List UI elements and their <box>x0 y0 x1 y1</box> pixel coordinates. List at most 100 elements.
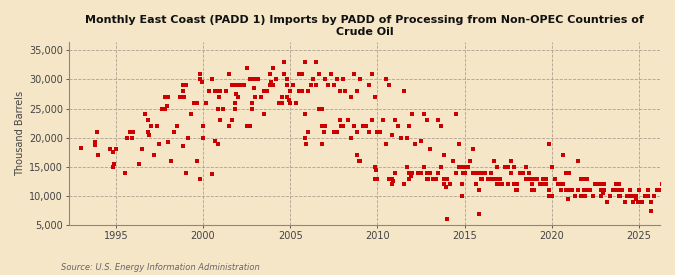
Point <box>474 188 485 192</box>
Point <box>334 118 345 122</box>
Point <box>465 159 476 163</box>
Point <box>439 182 450 186</box>
Point <box>564 170 574 175</box>
Point <box>247 101 258 105</box>
Point <box>458 170 468 175</box>
Point <box>189 101 200 105</box>
Point <box>398 182 409 186</box>
Point <box>459 165 470 169</box>
Point <box>157 106 167 111</box>
Point <box>387 133 398 137</box>
Point <box>107 150 118 155</box>
Point <box>639 194 650 198</box>
Point <box>144 133 155 137</box>
Point <box>335 124 346 128</box>
Point <box>329 130 340 134</box>
Point <box>477 176 487 181</box>
Point <box>259 89 269 93</box>
Point <box>302 130 313 134</box>
Point <box>404 124 415 128</box>
Point <box>265 83 275 87</box>
Point <box>314 72 325 76</box>
Point <box>450 112 461 117</box>
Point <box>526 188 537 192</box>
Point <box>572 159 583 163</box>
Point <box>601 200 612 204</box>
Point <box>512 182 522 186</box>
Point <box>230 106 240 111</box>
Point <box>320 77 331 82</box>
Point <box>506 159 516 163</box>
Point <box>352 89 362 93</box>
Point <box>256 95 267 99</box>
Point <box>354 159 365 163</box>
Point <box>212 141 223 146</box>
Point <box>610 182 621 186</box>
Point <box>161 103 172 108</box>
Point <box>352 130 362 134</box>
Point <box>436 165 447 169</box>
Point <box>238 83 249 87</box>
Point <box>372 176 383 181</box>
Point <box>654 188 665 192</box>
Point <box>392 124 403 128</box>
Point <box>276 95 287 99</box>
Point <box>564 188 574 192</box>
Point <box>541 176 551 181</box>
Point <box>311 60 322 64</box>
Point <box>634 188 645 192</box>
Point <box>387 176 398 181</box>
Point <box>608 188 618 192</box>
Point <box>555 188 566 192</box>
Point <box>608 188 618 192</box>
Point <box>148 153 159 157</box>
Point <box>340 89 351 93</box>
Point <box>231 92 242 96</box>
Point <box>383 176 394 181</box>
Point <box>247 77 258 82</box>
Point <box>570 194 580 198</box>
Point <box>404 170 415 175</box>
Point <box>456 182 467 186</box>
Point <box>241 124 252 128</box>
Point <box>300 136 310 140</box>
Point <box>198 124 209 128</box>
Point <box>433 118 444 122</box>
Point <box>354 77 365 82</box>
Point <box>543 188 554 192</box>
Point <box>178 144 188 149</box>
Point <box>503 182 514 186</box>
Point <box>388 179 399 184</box>
Point <box>266 80 277 84</box>
Point <box>440 185 451 189</box>
Point <box>126 136 137 140</box>
Point <box>578 188 589 192</box>
Point <box>580 194 591 198</box>
Point <box>247 106 258 111</box>
Point <box>418 165 429 169</box>
Point <box>666 194 675 198</box>
Point <box>416 170 427 175</box>
Point <box>541 182 551 186</box>
Point <box>418 112 429 117</box>
Point <box>485 170 496 175</box>
Point <box>401 165 412 169</box>
Point <box>442 176 453 181</box>
Point <box>518 170 529 175</box>
Point <box>605 194 616 198</box>
Point <box>439 153 450 157</box>
Point <box>230 83 240 87</box>
Y-axis label: Thousand Barrels: Thousand Barrels <box>15 91 25 176</box>
Point <box>334 89 345 93</box>
Point <box>372 130 383 134</box>
Point <box>412 170 423 175</box>
Point <box>587 194 598 198</box>
Point <box>514 170 525 175</box>
Point <box>630 197 641 201</box>
Point <box>474 170 485 175</box>
Text: Source: U.S. Energy Information Administration: Source: U.S. Energy Information Administ… <box>61 263 259 272</box>
Point <box>425 147 435 152</box>
Point <box>509 165 520 169</box>
Point <box>183 136 194 140</box>
Point <box>423 176 434 181</box>
